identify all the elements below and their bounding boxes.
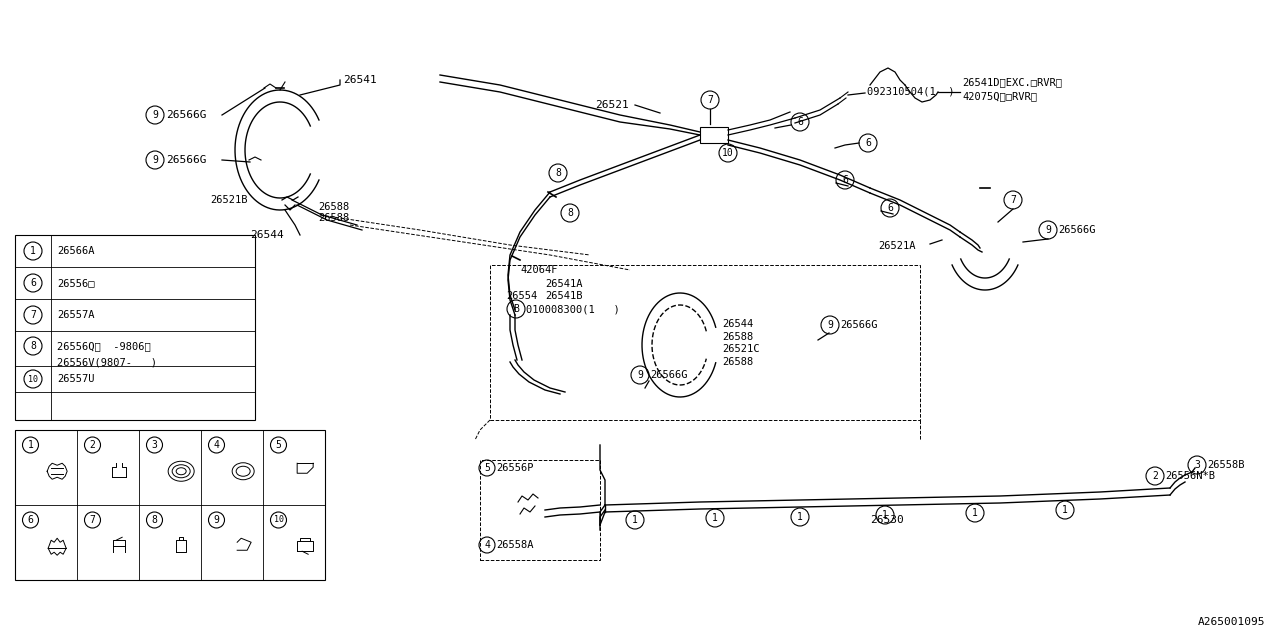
Text: 7: 7 [1010, 195, 1016, 205]
Text: 5: 5 [484, 463, 490, 473]
Text: 26541: 26541 [343, 75, 376, 85]
Text: 26541B: 26541B [545, 291, 582, 301]
Text: 26556N*B: 26556N*B [1165, 471, 1215, 481]
Text: 26556V(9807-   ): 26556V(9807- ) [58, 357, 157, 367]
Text: 092310504(1  ): 092310504(1 ) [867, 86, 955, 96]
Text: 1: 1 [28, 440, 33, 450]
Text: 3: 3 [151, 440, 157, 450]
Text: 26588: 26588 [317, 213, 349, 223]
Text: 6: 6 [29, 278, 36, 288]
Text: 26544: 26544 [722, 319, 753, 329]
Text: 5: 5 [275, 440, 282, 450]
Text: 26521: 26521 [595, 100, 628, 110]
Text: 26530: 26530 [870, 515, 904, 525]
Text: 8: 8 [151, 515, 157, 525]
Bar [480, 460, 600, 560]
Text: 6: 6 [797, 117, 803, 127]
Text: 8: 8 [556, 168, 561, 178]
Text: 010008300(1   ): 010008300(1 ) [526, 304, 620, 314]
Text: 26557A: 26557A [58, 310, 95, 320]
Text: 26554: 26554 [506, 291, 538, 301]
Text: 1: 1 [632, 515, 637, 525]
Text: 1: 1 [712, 513, 718, 523]
Text: 9: 9 [1044, 225, 1051, 235]
Text: 9: 9 [827, 320, 833, 330]
Text: 1: 1 [972, 508, 978, 518]
Text: 9: 9 [152, 155, 157, 165]
Text: 6: 6 [865, 138, 870, 148]
Text: 26558B: 26558B [1207, 460, 1244, 470]
Text: 2: 2 [1152, 471, 1158, 481]
Text: 26544: 26544 [250, 230, 284, 240]
Text: 26521A: 26521A [878, 241, 915, 251]
Text: 26566G: 26566G [650, 370, 687, 380]
Text: B: B [513, 304, 518, 314]
Text: 26521C: 26521C [722, 344, 759, 354]
Text: 8: 8 [567, 208, 573, 218]
Text: 6: 6 [887, 203, 893, 213]
Text: 4: 4 [214, 440, 219, 450]
Text: 26566G: 26566G [1059, 225, 1096, 235]
Text: 26558A: 26558A [497, 540, 534, 550]
Text: 42075Q〈□RVR〉: 42075Q〈□RVR〉 [963, 91, 1037, 101]
Text: 26566G: 26566G [166, 155, 206, 165]
Text: 3: 3 [1194, 460, 1199, 470]
Text: 7: 7 [29, 310, 36, 320]
Text: 6: 6 [842, 175, 847, 185]
Text: 9: 9 [214, 515, 219, 525]
Bar [15, 430, 325, 580]
Bar [15, 235, 255, 420]
Text: 9: 9 [637, 370, 643, 380]
Text: 26588: 26588 [722, 332, 753, 342]
Text: 6: 6 [28, 515, 33, 525]
Text: 26566G: 26566G [840, 320, 878, 330]
Text: 26521B: 26521B [210, 195, 247, 205]
Bar [700, 127, 728, 143]
Text: 10: 10 [722, 148, 733, 158]
Text: 26588: 26588 [722, 357, 753, 367]
Text: 10: 10 [274, 515, 283, 525]
Text: 8: 8 [29, 341, 36, 351]
Text: 26541A: 26541A [545, 279, 582, 289]
Text: A265001095: A265001095 [1198, 617, 1265, 627]
Text: 1: 1 [882, 510, 888, 520]
Text: 2: 2 [90, 440, 96, 450]
Text: 7: 7 [707, 95, 713, 105]
Text: 10: 10 [28, 374, 38, 383]
Text: 9: 9 [152, 110, 157, 120]
Text: 1: 1 [29, 246, 36, 256]
Text: 26566A: 26566A [58, 246, 95, 256]
Text: 1: 1 [1062, 505, 1068, 515]
Text: 1: 1 [797, 512, 803, 522]
Text: 7: 7 [90, 515, 96, 525]
Text: 26557U: 26557U [58, 374, 95, 384]
Text: 26588: 26588 [317, 202, 349, 212]
Text: 4: 4 [484, 540, 490, 550]
Text: 26556P: 26556P [497, 463, 534, 473]
Bar [490, 265, 920, 420]
Text: 26541D〈EXC.□RVR〉: 26541D〈EXC.□RVR〉 [963, 77, 1062, 87]
Text: 26556Q（  -9806）: 26556Q（ -9806） [58, 341, 151, 351]
Text: 26556□: 26556□ [58, 278, 95, 288]
Text: 26566G: 26566G [166, 110, 206, 120]
Text: 42064F: 42064F [520, 265, 558, 275]
